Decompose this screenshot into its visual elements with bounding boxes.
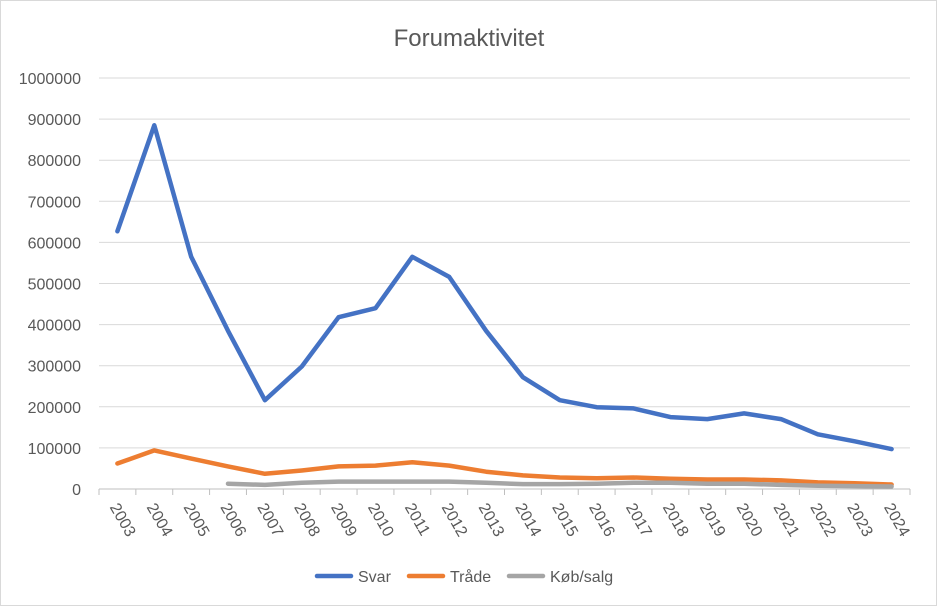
y-tick-label: 300000: [28, 359, 81, 376]
x-tick-label: 2019: [696, 501, 729, 540]
legend-label: Køb/salg: [550, 569, 613, 586]
x-tick-label: 2024: [880, 501, 913, 540]
y-tick-label: 700000: [28, 194, 81, 211]
x-tick-label: 2007: [253, 501, 286, 540]
y-tick-label: 1000000: [19, 71, 81, 88]
x-tick-label: 2010: [364, 501, 397, 540]
series-line-tråde: [115, 448, 894, 487]
chart-title: Forumaktivitet: [394, 25, 545, 52]
y-tick-label: 600000: [28, 235, 81, 252]
x-tick-label: 2005: [180, 501, 213, 540]
x-tick-label: 2012: [438, 501, 471, 540]
x-tick-label: 2017: [622, 501, 655, 540]
x-tick-label: 2020: [733, 501, 766, 540]
series-lines: [115, 123, 894, 489]
gridlines: [99, 77, 910, 490]
legend-label: Svar: [358, 569, 392, 586]
x-tick-label: 2018: [659, 501, 692, 540]
x-tick-label: 2006: [217, 501, 250, 540]
legend: Svar Tråde Køb/salg: [314, 568, 613, 586]
x-tick-label: 2004: [143, 501, 176, 540]
x-tick-label: 2009: [327, 501, 360, 540]
y-tick-label: 800000: [28, 153, 81, 170]
x-tick-label: 2014: [511, 501, 544, 540]
y-tick-label: 500000: [28, 277, 81, 294]
series-line-køb-salg: [225, 479, 894, 489]
x-tick-label: 2011: [401, 501, 433, 539]
x-tick-label: 2023: [843, 501, 876, 540]
y-tick-label: 200000: [28, 400, 81, 417]
x-tick-label: 2015: [548, 501, 581, 540]
y-tick-label: 900000: [28, 112, 81, 129]
series-line-svar: [115, 123, 894, 452]
y-tick-label: 0: [72, 482, 81, 499]
x-tick-label: 2008: [290, 501, 323, 540]
y-axis: 0 100000 200000 300000 400000 500000 600000 700…: [19, 71, 81, 499]
x-tick-label: 2003: [106, 501, 139, 540]
y-tick-label: 100000: [28, 441, 81, 458]
x-axis: 2003 2004 2005 2006 2007 2008 2009 2010 2011 2012…: [98, 489, 913, 540]
x-tick-label: 2013: [475, 501, 508, 540]
x-tick-label: 2022: [806, 501, 839, 540]
x-tick-label: 2016: [585, 501, 618, 540]
y-tick-label: 400000: [28, 318, 81, 335]
x-tick-label: 2021: [770, 501, 803, 540]
legend-label: Tråde: [450, 568, 491, 586]
